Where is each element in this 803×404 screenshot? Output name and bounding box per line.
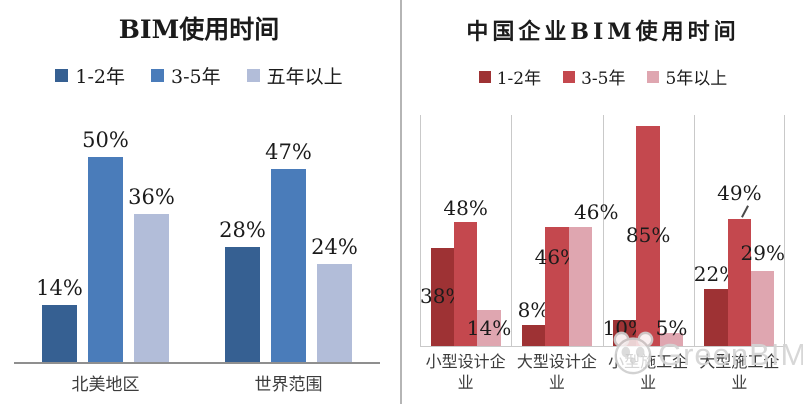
bar-世界范围-1-2年 <box>225 247 260 362</box>
data-label-大型设计企业-5年以上: 46% <box>574 199 619 224</box>
bar-小型设计企业-3-5年 <box>453 221 478 346</box>
bar-大型施工企业-5年以上 <box>751 270 775 346</box>
bar-小型施工企业-3-5年 <box>636 125 660 346</box>
legend-label: 3-5年 <box>170 66 221 88</box>
legend-item-1-2年: 1-2年 <box>478 64 542 89</box>
bar-大型设计企业-1-2年 <box>521 325 546 346</box>
category-label-小型施工企业: 小型施工企业 <box>608 352 689 392</box>
left-chart-plot-area: 14% 50% 36% 北美地区 28% 47% 24% 世界范围 <box>14 100 380 395</box>
label-leader-line <box>741 205 750 218</box>
category-label-大型设计企业: 大型设计企业 <box>516 352 597 392</box>
right-chart-plot-area: 38% 48% 14% 小型设计企业 8% 46% 46% 大型设计企业 10% 85% 5% 小型施… <box>420 115 785 392</box>
legend-item-3-5年: 3-5年 <box>150 62 221 89</box>
data-label-北美地区-3-5年: 50% <box>82 128 129 152</box>
gridline <box>511 115 513 346</box>
legend-label: 1-2年 <box>75 66 125 88</box>
left-chart-title: BIM使用时间 <box>118 15 280 44</box>
category-label-大型施工企业: 大型施工企业 <box>699 352 780 392</box>
legend-item-1-2年: 1-2年 <box>55 62 125 89</box>
bar-小型设计企业-5年以上 <box>477 309 501 346</box>
data-label-世界范围-五年以上: 24% <box>311 234 358 259</box>
data-label-世界范围-1-2年: 28% <box>219 218 266 243</box>
bar-大型施工企业-3-5年 <box>727 219 752 346</box>
gridline <box>420 115 421 346</box>
bar-大型设计企业-3-5年 <box>545 226 569 346</box>
legend-swatch <box>150 69 164 82</box>
legend-item-5年以上: 5年以上 <box>647 64 727 89</box>
gridline <box>693 115 695 346</box>
vertical-divider <box>400 0 402 404</box>
data-label-大型施工企业-3-5年: 49% <box>717 181 762 206</box>
right-chart-title: 中国企业BIM使用时间 <box>466 19 740 45</box>
category-label-世界范围: 世界范围 <box>254 375 323 395</box>
bar-大型设计企业-5年以上 <box>568 226 592 346</box>
category-label-小型设计企业: 小型设计企业 <box>425 352 506 392</box>
data-label-世界范围-3-5年: 47% <box>265 140 312 165</box>
legend-label: 五年以上 <box>266 66 343 88</box>
data-label-大型施工企业-5年以上: 29% <box>740 240 785 265</box>
legend-swatch <box>246 69 260 82</box>
legend-label: 1-2年 <box>496 69 542 89</box>
category-label-北美地区: 北美地区 <box>71 375 140 395</box>
legend-swatch <box>563 70 576 83</box>
legend-swatch <box>478 70 491 83</box>
bar-世界范围-五年以上 <box>317 263 352 362</box>
data-label-小型施工企业-3-5年: 85% <box>625 222 671 247</box>
data-label-北美地区-五年以上: 36% <box>128 185 175 210</box>
left-chart-legend: 1-2年 3-5年 五年以上 <box>0 62 398 89</box>
gridline <box>784 115 785 346</box>
legend-swatch <box>55 69 69 82</box>
legend-label: 5年以上 <box>665 69 728 89</box>
bar-小型设计企业-1-2年 <box>430 247 454 346</box>
data-label-北美地区-1-2年: 14% <box>36 275 83 300</box>
bar-北美地区-1-2年 <box>42 304 77 362</box>
data-label-小型施工企业-5年以上: 5% <box>655 316 688 340</box>
bar-北美地区-3-5年 <box>88 157 123 362</box>
bar-小型施工企业-5年以上 <box>659 333 684 346</box>
chart-china-bim-usage-time: 中国企业BIM使用时间 1-2年 3-5年 5年以上 38% 48% 14% 小型设计企业… <box>403 0 803 404</box>
gridline <box>602 115 604 346</box>
bar-大型施工企业-1-2年 <box>704 289 728 346</box>
data-label-小型设计企业-5年以上: 14% <box>466 316 512 340</box>
right-chart-legend: 1-2年 3-5年 5年以上 <box>403 64 803 89</box>
legend-swatch <box>647 70 660 83</box>
bar-北美地区-五年以上 <box>134 214 169 362</box>
data-label-小型设计企业-3-5年: 48% <box>443 195 488 220</box>
bar-世界范围-3-5年 <box>271 169 306 362</box>
legend-item-3-5年: 3-5年 <box>563 64 625 89</box>
data-label-大型设计企业-1-2年: 8% <box>517 298 550 323</box>
legend-item-五年以上: 五年以上 <box>246 62 343 89</box>
chart-bim-usage-time: BIM使用时间 1-2年 3-5年 五年以上 14% 50% 36% 北美地区 28% 47%… <box>0 0 398 404</box>
legend-label: 3-5年 <box>581 69 626 89</box>
